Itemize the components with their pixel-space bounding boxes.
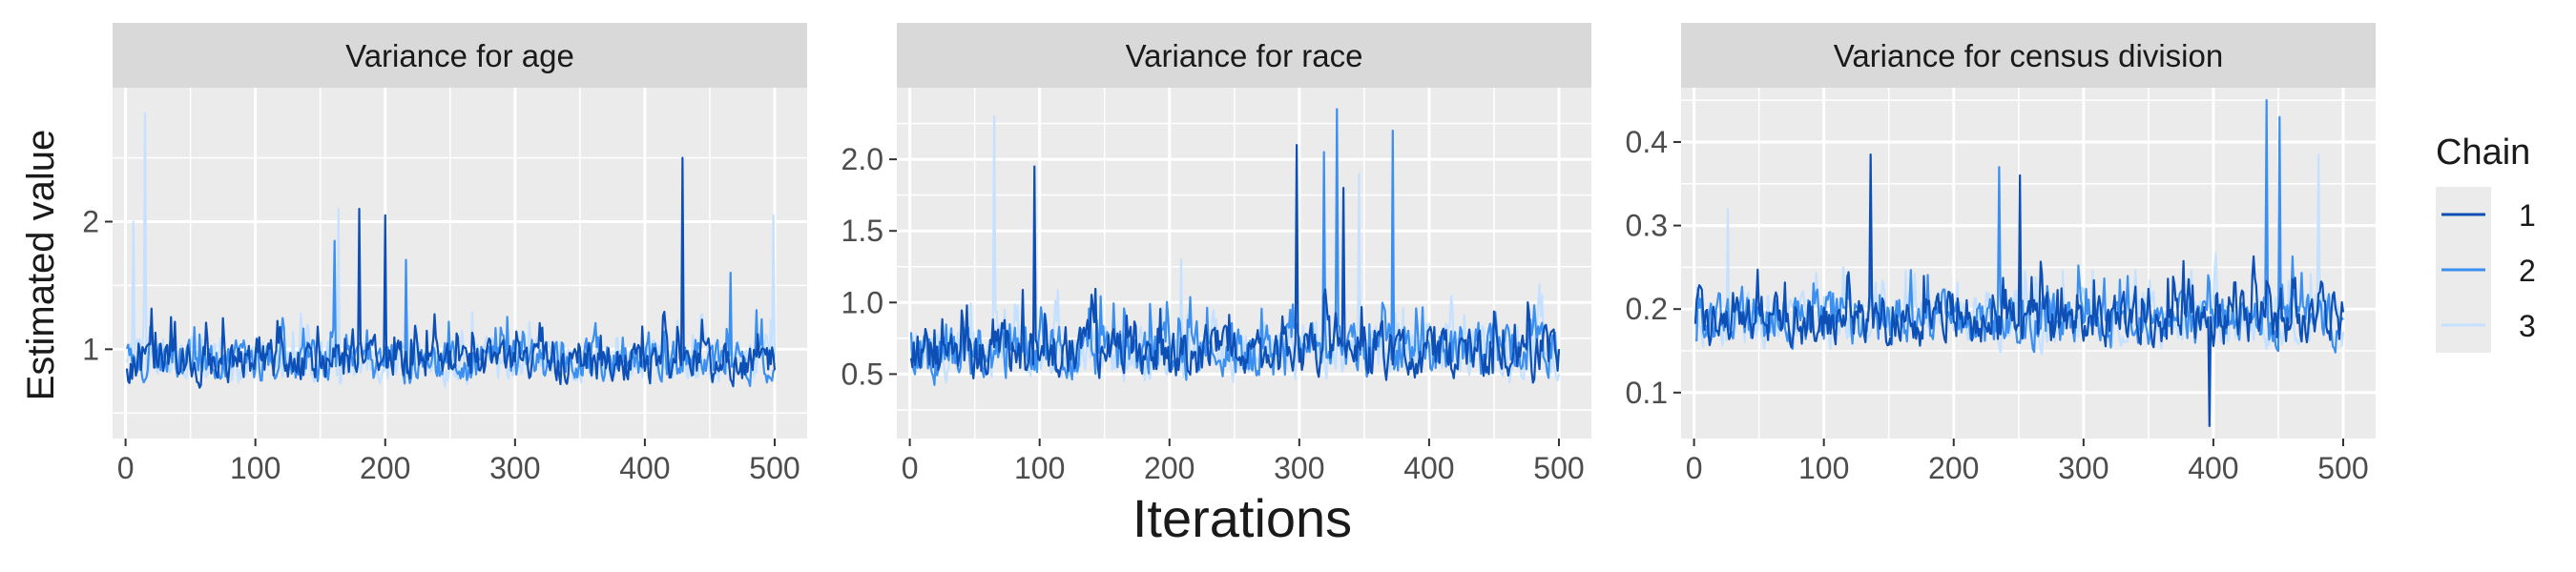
- x-tick-label: 100: [1014, 451, 1065, 485]
- x-tick-label: 400: [2188, 451, 2238, 485]
- y-tick-label: 0.4: [1626, 125, 1668, 159]
- facet-title: Variance for race: [1126, 38, 1363, 73]
- facet-panel: Variance for race 0 100 200 300 400 500 0.5 1.0 1…: [841, 23, 1591, 485]
- x-tick-label: 0: [117, 451, 135, 485]
- x-tick-label: 300: [489, 451, 540, 485]
- y-tick-label: 0.2: [1626, 292, 1668, 326]
- y-tick-label: 2.0: [841, 142, 883, 176]
- x-tick-label: 100: [1798, 451, 1849, 485]
- x-tick-label: 0: [1686, 451, 1703, 485]
- x-tick-label: 400: [619, 451, 670, 485]
- x-tick-label: 100: [230, 451, 280, 485]
- x-tick-label: 0: [902, 451, 919, 485]
- legend: Chain 1 2 3: [2436, 133, 2536, 353]
- legend-label: 2: [2519, 254, 2536, 288]
- x-tick-label: 500: [749, 451, 800, 485]
- legend-title: Chain: [2436, 133, 2530, 173]
- x-tick-label: 300: [2058, 451, 2109, 485]
- y-tick-label: 1: [82, 332, 99, 366]
- legend-label: 1: [2519, 198, 2536, 233]
- facet-title: Variance for census division: [1834, 38, 2223, 73]
- x-tick-label: 500: [1533, 451, 1584, 485]
- y-tick-label: 0.1: [1626, 376, 1668, 410]
- y-axis-title: Estimated value: [20, 130, 62, 401]
- y-tick-label: 2: [82, 205, 99, 239]
- series-line-chain-2: [1694, 99, 2344, 354]
- facet-strip: [897, 23, 1591, 88]
- panel-background: [897, 88, 1591, 439]
- panel-background: [113, 88, 807, 439]
- facet-panel: Variance for census division 0 100 200 300 40…: [1626, 23, 2376, 485]
- series-line-chain-1: [909, 143, 1561, 384]
- y-tick-label: 0.5: [841, 357, 883, 391]
- x-tick-label: 200: [360, 451, 410, 485]
- series-line-chain-1: [125, 156, 777, 389]
- facet-strip: [113, 23, 807, 88]
- x-tick-label: 500: [2317, 451, 2368, 485]
- x-tick-label: 200: [1144, 451, 1195, 485]
- facet-strip: [1681, 23, 2376, 88]
- x-tick-label: 400: [1403, 451, 1454, 485]
- y-tick-label: 1.0: [841, 285, 883, 319]
- x-axis-title: Iterations: [1132, 488, 1352, 548]
- series-line-chain-1: [1693, 153, 2345, 427]
- facet-panel: Variance for age 0 100 200 300 400 500 1 2: [82, 23, 807, 485]
- legend-label: 3: [2519, 309, 2536, 343]
- x-tick-label: 200: [1928, 451, 1979, 485]
- y-tick-label: 1.5: [841, 214, 883, 248]
- facet-title: Variance for age: [345, 38, 574, 73]
- panel-background: [1681, 88, 2376, 439]
- legend-keys: 1 2 3: [2436, 187, 2536, 353]
- y-tick-label: 0.3: [1626, 209, 1668, 243]
- x-tick-label: 300: [1274, 451, 1324, 485]
